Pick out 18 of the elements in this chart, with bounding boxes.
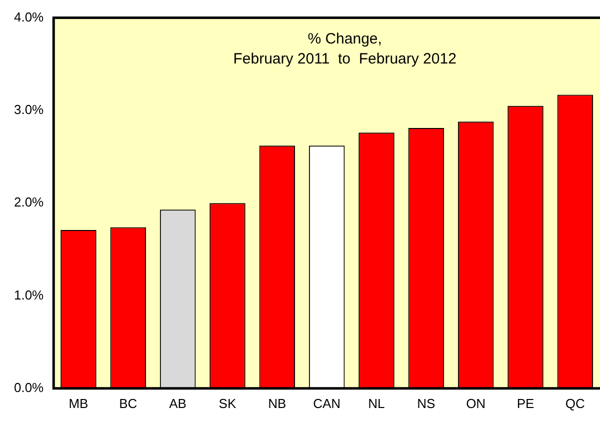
x-tick-label: QC — [565, 396, 585, 411]
x-tick-label: SK — [218, 396, 236, 411]
y-tick-label: 2.0% — [14, 194, 44, 210]
x-tick-label: NL — [368, 396, 385, 411]
x-tick-label: BC — [119, 396, 138, 411]
y-tick-label: 4.0% — [14, 9, 44, 24]
x-tick-label: AB — [169, 396, 186, 411]
x-tick-label: MB — [68, 396, 88, 411]
annotation: % Change, — [308, 30, 382, 48]
y-tick-label: 0.0% — [14, 380, 44, 395]
x-tick-label: ON — [466, 396, 486, 411]
x-tick-label: NB — [268, 396, 286, 411]
y-tick-label: 3.0% — [14, 102, 44, 118]
annotation: February 2011 to February 2012 — [233, 50, 456, 68]
x-tick-label: CAN — [313, 396, 341, 411]
x-tick-label: PE — [516, 396, 534, 411]
x-tick-label: NS — [417, 396, 436, 411]
y-tick-label: 1.0% — [14, 287, 44, 302]
